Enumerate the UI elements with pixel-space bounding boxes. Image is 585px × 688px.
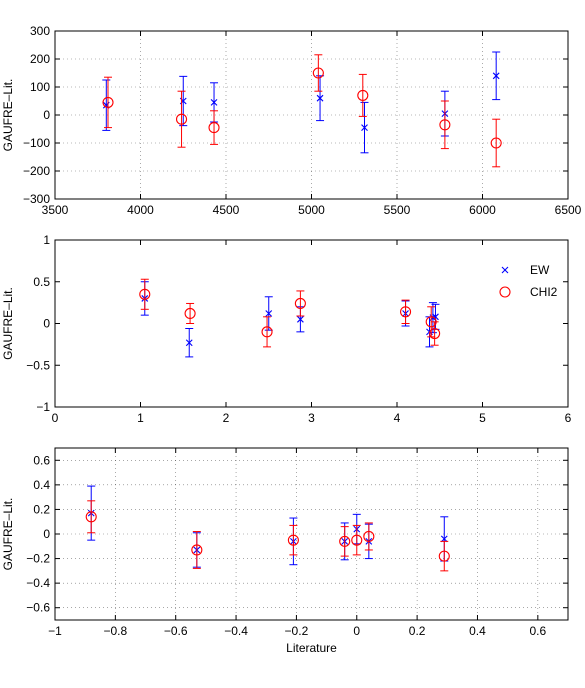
x-tick-label: 6000 <box>469 203 496 217</box>
x-tick-label: 1 <box>137 411 144 425</box>
x-tick-label: −1 <box>48 624 62 638</box>
data-point-x <box>296 315 304 323</box>
data-point-o <box>312 67 324 79</box>
data-point-o <box>438 550 450 562</box>
legend-label: EW <box>530 263 550 277</box>
x-tick-label: 3500 <box>42 203 69 217</box>
data-point-o <box>139 288 151 300</box>
data-point-o <box>191 544 203 556</box>
data-point-x <box>361 124 368 131</box>
y-tick-label: 300 <box>30 24 50 38</box>
legend-label: CHI2 <box>530 285 558 299</box>
data-point-o <box>208 122 220 134</box>
series-chi2 <box>85 500 450 572</box>
data-point-o <box>287 534 299 546</box>
x-tick-label: 5500 <box>384 203 411 217</box>
series-ew <box>102 51 501 154</box>
y-axis-label: GAUFRE–Lit. <box>1 287 15 360</box>
chart-panel-1: 3500 4000 4500 5000 5500 6000 6500 300 200 100 0 −1… <box>1 24 582 217</box>
y-axis-label: GAUFRE–Lit. <box>1 498 15 571</box>
data-point-o <box>184 307 196 320</box>
legend-marker-x <box>501 266 509 274</box>
y-tick-label: −0.5 <box>26 358 50 372</box>
legend: EW CHI2 <box>499 263 558 299</box>
y-tick-label: 100 <box>30 80 50 94</box>
x-tick-label: 2 <box>223 411 230 425</box>
y-tick-label: −0.6 <box>26 601 50 615</box>
data-point-o <box>175 113 188 125</box>
x-tick-label: 5 <box>479 411 486 425</box>
data-point-x <box>185 339 193 347</box>
data-point-o <box>357 89 369 101</box>
y-tick-label: 0.5 <box>33 275 50 289</box>
data-point-o <box>351 534 363 546</box>
data-point-o <box>429 327 441 340</box>
chart-panel-2: 0 1 2 3 4 5 6 1 0.5 0 −0.5 −1 GAUFRE–Lit. EW CHI2 <box>1 233 572 425</box>
y-tick-label: −100 <box>23 136 50 150</box>
y-tick-label: 0.6 <box>33 453 50 467</box>
data-point-o <box>490 137 502 149</box>
x-tick-label: 3 <box>308 411 315 425</box>
y-tick-label: 0.4 <box>33 478 50 492</box>
y-tick-label: 0 <box>43 317 50 331</box>
data-point-x <box>492 72 500 80</box>
x-tick-label: 0.6 <box>529 624 546 638</box>
series-ew <box>87 485 449 568</box>
x-tick-label: −0.8 <box>104 624 128 638</box>
y-axis-label: GAUFRE–Lit. <box>1 79 15 152</box>
x-tick-label: 4500 <box>213 203 240 217</box>
data-point-o <box>85 511 97 523</box>
x-tick-label: 5000 <box>298 203 325 217</box>
x-tick-label: 4000 <box>127 203 154 217</box>
y-tick-label: 200 <box>30 52 50 66</box>
data-point-o <box>399 306 412 318</box>
data-point-o <box>363 530 375 543</box>
data-point-o <box>102 96 114 108</box>
x-tick-label: 0.4 <box>469 624 486 638</box>
x-tick-label: 4 <box>394 411 401 425</box>
y-tick-label: 0 <box>43 527 50 541</box>
x-tick-label: −0.6 <box>164 624 188 638</box>
data-point-x <box>210 99 218 106</box>
x-tick-label: 0.2 <box>409 624 426 638</box>
data-point-o <box>339 535 351 547</box>
y-tick-label: −200 <box>23 164 50 178</box>
x-tick-label: 0 <box>353 624 360 638</box>
data-point-x <box>265 310 273 317</box>
x-tick-label: −0.2 <box>285 624 309 638</box>
series-chi2 <box>139 278 441 348</box>
y-tick-label: −0.2 <box>26 552 50 566</box>
chart-panel-3: −1 −0.8 −0.6 −0.4 −0.2 0 0.2 0.4 0.6 0.6 0.4 0.2 0 −0… <box>1 447 569 655</box>
data-point-o <box>294 297 306 310</box>
y-tick-label: −1 <box>36 400 50 414</box>
y-tick-label: −300 <box>23 192 50 206</box>
x-tick-label: 0 <box>52 411 59 425</box>
axes-box <box>54 239 569 408</box>
series-chi2 <box>102 54 502 168</box>
data-point-x <box>316 94 324 102</box>
y-tick-label: 0 <box>43 108 50 122</box>
x-tick-label: 6500 <box>555 203 582 217</box>
x-tick-label: 6 <box>565 411 572 425</box>
data-point-x <box>432 313 439 321</box>
series-ew <box>140 281 440 358</box>
y-tick-label: 0.2 <box>33 502 50 516</box>
x-tick-label: −0.4 <box>224 624 248 638</box>
legend-marker-o <box>499 286 511 298</box>
data-point-o <box>439 119 451 131</box>
y-tick-label: 1 <box>43 233 50 247</box>
y-tick-label: −0.4 <box>26 576 50 590</box>
x-axis-label: Literature <box>286 641 337 655</box>
data-point-o <box>261 326 273 338</box>
